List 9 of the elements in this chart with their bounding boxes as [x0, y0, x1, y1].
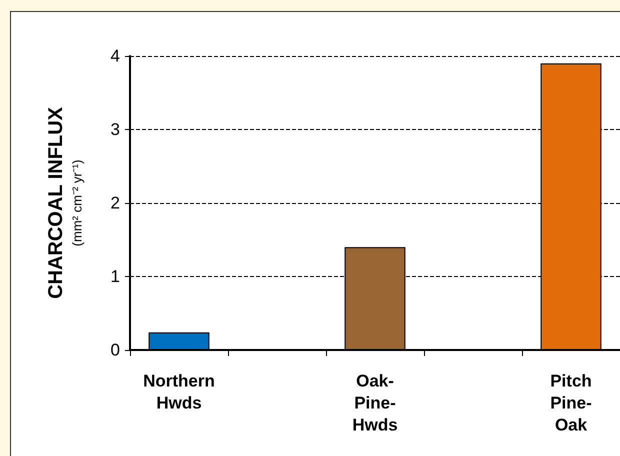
y-tick-label: 0 [110, 340, 120, 360]
y-axis-title: CHARCOAL INFLUX (mm² cm⁻² yr⁻¹) [45, 106, 84, 299]
y-tick-label: 1 [110, 267, 120, 286]
y-tick-label: 4 [110, 46, 120, 66]
x-tick-label: Northern Hwds [143, 372, 215, 412]
y-tick-label: 3 [110, 120, 120, 139]
x-tick-label: Oak-Pine-Hwds [352, 372, 398, 434]
y-tick-label: 2 [110, 194, 120, 212]
x-tick-label: Pitch Pine-Oak [550, 372, 592, 434]
